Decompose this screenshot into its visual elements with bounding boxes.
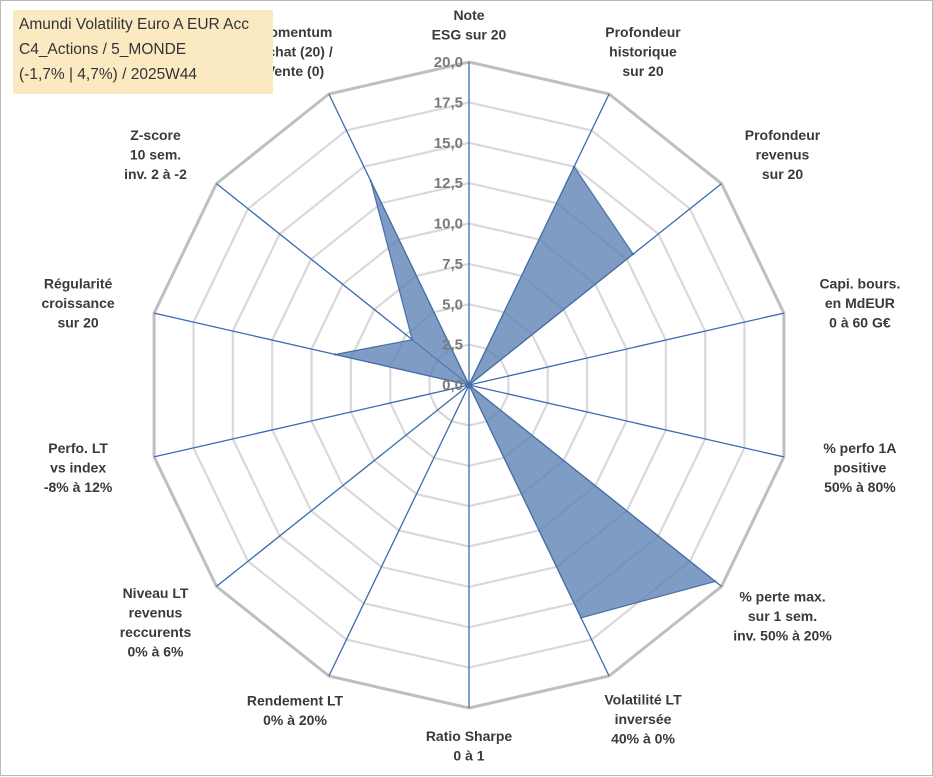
axis-label-line: Z-score bbox=[130, 127, 181, 143]
fund-category: C4_Actions / 5_MONDE bbox=[19, 41, 187, 58]
fund-name: Amundi Volatility Euro A EUR Acc bbox=[19, 16, 250, 33]
axis-label: Niveau LT revenus reccurents 0% à 6% bbox=[120, 585, 192, 660]
axis-label-line: Vente (0) bbox=[266, 63, 324, 79]
axis-label-line: revenus bbox=[756, 146, 810, 162]
radial-tick-label: 0,0 bbox=[442, 377, 463, 394]
axis-label-line: sur 20 bbox=[762, 166, 803, 182]
axis-label-line: Rendement LT bbox=[247, 692, 344, 708]
axis-label-line: Volatilité LT bbox=[604, 691, 682, 707]
axis-label-line: sur 1 sem. bbox=[748, 608, 817, 624]
axis-label-line: sur 20 bbox=[57, 314, 98, 330]
axis-label: Profondeur revenus sur 20 bbox=[745, 127, 821, 182]
axis-label-line: Profondeur bbox=[745, 127, 821, 143]
fund-title-box: Amundi Volatility Euro A EUR Acc C4_Acti… bbox=[13, 10, 273, 94]
axis-label-line: 10 sem. bbox=[130, 146, 181, 162]
radial-tick-label: 17,5 bbox=[434, 94, 463, 111]
axis-label-line: 50% à 80% bbox=[824, 479, 896, 495]
data-point bbox=[631, 252, 635, 256]
axis-label-line: 0 à 1 bbox=[453, 748, 484, 764]
radial-tick-label: 20,0 bbox=[434, 54, 463, 71]
axis-label-line: Achat (20) / bbox=[257, 44, 333, 60]
axis-label-line: en MdEUR bbox=[825, 295, 895, 311]
axis-label: Momentum Achat (20) / Vente (0) bbox=[257, 24, 333, 79]
axis-label: Capi. bours. en MdEUR 0 à 60 G€ bbox=[819, 275, 900, 330]
axis-spoke bbox=[468, 312, 785, 386]
axis-label-line: % perte max. bbox=[739, 589, 825, 605]
axis-label: % perte max. sur 1 sem. inv. 50% à 20% bbox=[733, 589, 832, 644]
axis-label: Profondeur historique sur 20 bbox=[605, 24, 681, 79]
axis-spoke bbox=[216, 384, 470, 587]
axis-label-line: vs index bbox=[50, 460, 106, 476]
data-point bbox=[714, 580, 717, 583]
axis-label-line: historique bbox=[609, 44, 677, 60]
data-point bbox=[467, 383, 471, 387]
data-point bbox=[369, 180, 373, 183]
axis-label-line: Régularité bbox=[44, 275, 113, 291]
axis-label-line: revenus bbox=[129, 604, 183, 620]
axis-label-line: -8% à 12% bbox=[44, 479, 113, 495]
axis-spoke bbox=[153, 384, 470, 458]
axis-label: Volatilité LT inversée 40% à 0% bbox=[604, 691, 682, 746]
radial-tick-label: 7,5 bbox=[442, 256, 463, 273]
axis-label-line: positive bbox=[833, 460, 886, 476]
data-point bbox=[411, 338, 414, 341]
axis-label-line: Niveau LT bbox=[123, 585, 189, 601]
axis-label: Note ESG sur 20 bbox=[432, 7, 507, 43]
axis-label-line: 0% à 6% bbox=[127, 643, 184, 659]
axis-label-line: Note bbox=[453, 7, 484, 23]
axis-label-line: % perfo 1A bbox=[823, 440, 896, 456]
axis-label-line: Profondeur bbox=[605, 24, 681, 40]
axis-label-line: inv. 50% à 20% bbox=[733, 628, 832, 644]
axis-spoke bbox=[328, 384, 470, 677]
axis-label-line: inversée bbox=[615, 711, 672, 727]
axis-label: Perfo. LT vs index -8% à 12% bbox=[44, 440, 113, 495]
radial-tick-label: 5,0 bbox=[442, 296, 463, 313]
axis-label-line: Perfo. LT bbox=[48, 440, 108, 456]
axis-label-line: 0% à 20% bbox=[263, 712, 327, 728]
data-point bbox=[579, 616, 583, 619]
radial-tick-label: 10,0 bbox=[434, 216, 463, 233]
axis-label-line: Capi. bours. bbox=[819, 275, 900, 291]
axis-label-line: Ratio Sharpe bbox=[426, 728, 513, 744]
axis-label: Z-score 10 sem. inv. 2 à -2 bbox=[124, 127, 187, 182]
axis-label: % perfo 1A positive 50% à 80% bbox=[823, 440, 896, 495]
axis-label-line: reccurents bbox=[120, 624, 192, 640]
axis-label-line: 0 à 60 G€ bbox=[829, 314, 891, 330]
fund-performance-week: (-1,7% | 4,7%) / 2025W44 bbox=[19, 66, 198, 83]
data-point bbox=[572, 165, 576, 168]
axis-label-line: ESG sur 20 bbox=[432, 27, 507, 43]
axis-label: Régularité croissance sur 20 bbox=[42, 275, 115, 330]
axis-label-line: 40% à 0% bbox=[611, 730, 675, 746]
axis-label-line: croissance bbox=[42, 295, 115, 311]
data-point bbox=[334, 353, 337, 356]
axis-label-line: Momentum bbox=[258, 24, 333, 40]
radial-tick-label: 2,5 bbox=[442, 337, 463, 354]
axis-label: Rendement LT 0% à 20% bbox=[247, 692, 344, 728]
axis-spoke bbox=[468, 384, 785, 458]
radial-tick-label: 12,5 bbox=[434, 175, 463, 192]
axis-label-line: sur 20 bbox=[622, 63, 663, 79]
axis-label-line: inv. 2 à -2 bbox=[124, 166, 187, 182]
axis-label: Ratio Sharpe 0 à 1 bbox=[426, 728, 513, 764]
radial-tick-label: 15,0 bbox=[434, 135, 463, 152]
